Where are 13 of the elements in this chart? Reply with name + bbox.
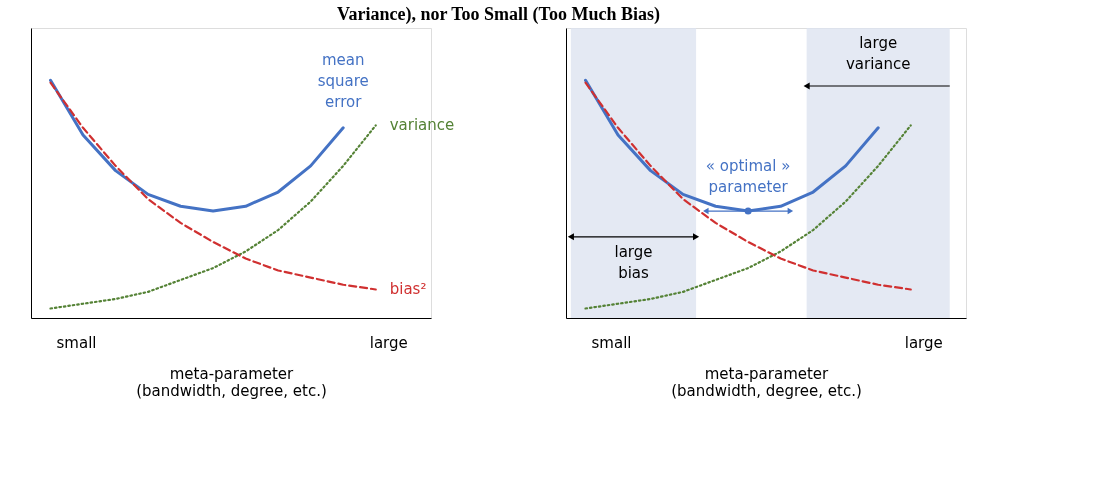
annotation: « optimal » parameter xyxy=(705,157,791,197)
x-axis-title: meta-parameter (bandwidth, degree, etc.) xyxy=(136,364,327,400)
text: small xyxy=(591,334,632,352)
text: large xyxy=(904,334,943,352)
text: small xyxy=(56,334,97,352)
text: large xyxy=(369,334,408,352)
series-label: variance xyxy=(389,116,455,135)
text: large variance xyxy=(845,34,911,73)
text: Variance), nor Too Small (Too Much Bias) xyxy=(337,3,660,25)
series-label: bias² xyxy=(389,280,427,299)
text: mean square error xyxy=(317,50,369,111)
annotation: large bias xyxy=(614,242,653,282)
x-axis-title: meta-parameter (bandwidth, degree, etc.) xyxy=(671,364,862,400)
